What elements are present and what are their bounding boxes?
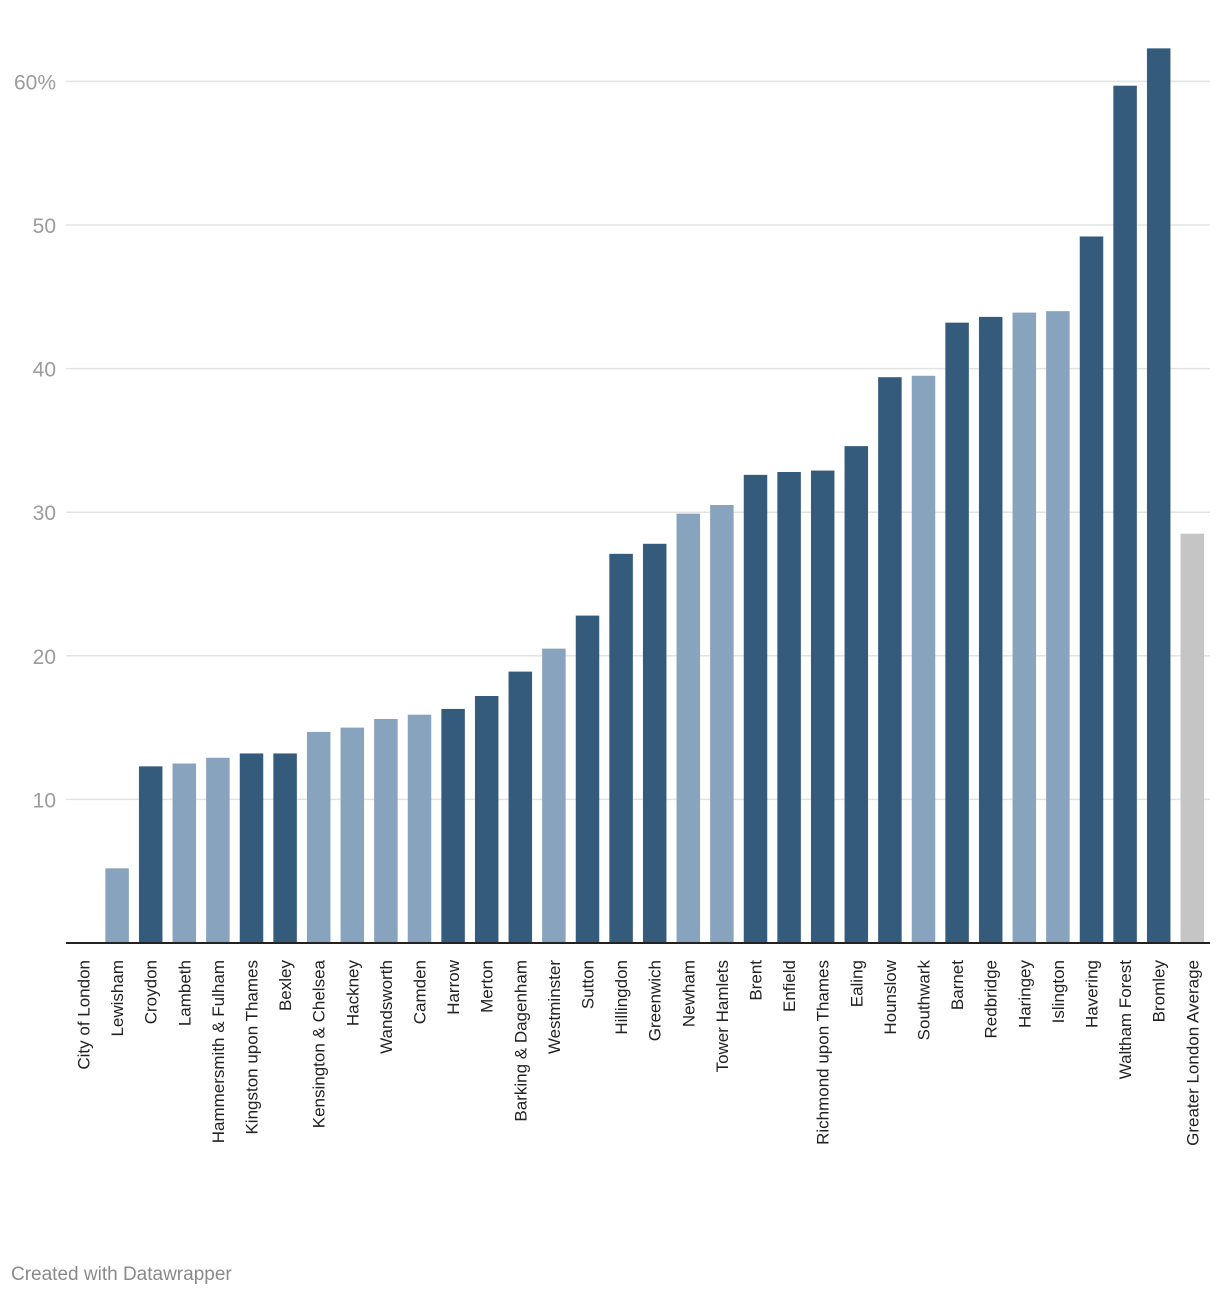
category-label: Kensington & Chelsea (310, 959, 329, 1128)
bar (777, 471, 801, 943)
category-label: Sutton (579, 960, 598, 1009)
category-label: Westminster (545, 960, 564, 1054)
category-label: Richmond upon Thames (814, 960, 833, 1145)
category-label: Hillingdon (612, 960, 631, 1035)
category-label: Hammersmith & Fulham (209, 960, 228, 1143)
bar (1079, 236, 1104, 944)
bar (508, 671, 533, 943)
bar (609, 553, 633, 943)
category-label: Croydon (142, 960, 161, 1024)
bar (978, 316, 1003, 943)
bar (945, 322, 969, 943)
y-tick-label: 30 (33, 502, 56, 525)
datawrapper-credit: Created with Datawrapper (11, 1264, 232, 1285)
y-tick-label: 20 (33, 646, 56, 669)
category-label: Hounslow (881, 959, 900, 1034)
bar (441, 708, 465, 943)
category-label: Hackney (343, 960, 362, 1027)
category-label: Camden (411, 960, 430, 1024)
category-label: Kingston upon Thames (243, 960, 262, 1135)
category-label: Ealing (847, 960, 866, 1007)
bar-chart: 10 20 30 40 50 60% City of London Lewisham Croy… (14, 48, 1210, 1146)
bar (407, 714, 432, 943)
bar (172, 763, 197, 943)
y-tick-label: 10 (33, 789, 56, 812)
bar (273, 753, 297, 943)
bar (542, 648, 566, 943)
category-label: Islington (1049, 960, 1068, 1023)
y-axis-labels: 10 20 30 40 50 60% (14, 71, 56, 812)
bar (878, 377, 902, 944)
bar (1146, 48, 1171, 944)
bar (1012, 312, 1037, 944)
bar (340, 727, 365, 943)
bar (239, 753, 264, 943)
bars (105, 48, 1205, 944)
category-label: Lewisham (108, 960, 127, 1037)
category-label: Newham (679, 960, 698, 1027)
bar (810, 470, 835, 943)
category-label: Redbridge (982, 960, 1001, 1038)
bar (844, 446, 869, 943)
bar (1180, 533, 1205, 943)
category-label: Merton (478, 960, 497, 1013)
category-label: Bexley (276, 960, 295, 1012)
bar (306, 731, 331, 943)
category-label: Bromley (1150, 960, 1169, 1023)
category-label: Barnet (948, 960, 967, 1010)
category-label: Barking & Dagenham (511, 960, 530, 1122)
y-tick-label: 50 (33, 215, 56, 238)
bar (743, 474, 768, 943)
bar (710, 505, 734, 943)
bar (1046, 311, 1070, 943)
bar (911, 375, 936, 943)
bar (138, 766, 163, 943)
gridlines (66, 80, 1210, 801)
bar (575, 615, 600, 943)
bar (105, 868, 129, 943)
bar (206, 757, 230, 943)
category-label: Lambeth (175, 960, 194, 1026)
category-label: Brent (747, 960, 766, 1001)
y-tick-label: 60% (14, 71, 56, 94)
category-label: Haringey (1015, 960, 1034, 1029)
bar (474, 696, 499, 943)
category-label: Waltham Forest (1116, 960, 1135, 1080)
category-label: Southwark (915, 960, 934, 1041)
x-axis-labels: City of London Lewisham Croydon Lambeth Hamm… (75, 959, 1203, 1146)
bar (374, 718, 398, 943)
category-label: Greater London Average (1183, 960, 1202, 1146)
category-label: Havering (1083, 960, 1102, 1028)
category-label: Harrow (444, 959, 463, 1015)
y-tick-label: 40 (33, 359, 56, 382)
bar (642, 543, 667, 943)
bar (676, 513, 701, 943)
category-label: Tower Hamlets (713, 960, 732, 1072)
category-label: Enfield (780, 960, 799, 1012)
bar (1113, 85, 1137, 943)
category-label: City of London (75, 960, 94, 1070)
category-label: Wandsworth (377, 960, 396, 1054)
category-label: Greenwich (646, 960, 665, 1041)
